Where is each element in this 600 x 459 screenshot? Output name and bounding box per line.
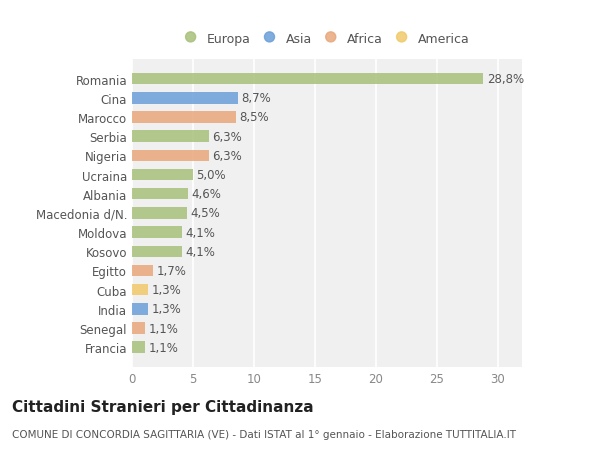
Bar bbox=[132, 323, 145, 334]
Bar bbox=[132, 303, 148, 315]
Text: Cittadini Stranieri per Cittadinanza: Cittadini Stranieri per Cittadinanza bbox=[12, 399, 314, 414]
Text: 1,3%: 1,3% bbox=[151, 284, 181, 297]
Text: 1,1%: 1,1% bbox=[149, 341, 179, 354]
Legend: Europa, Asia, Africa, America: Europa, Asia, Africa, America bbox=[181, 29, 473, 50]
Bar bbox=[132, 265, 153, 277]
Bar bbox=[132, 73, 483, 85]
Bar bbox=[132, 150, 209, 162]
Text: 6,3%: 6,3% bbox=[212, 150, 242, 162]
Bar bbox=[132, 93, 238, 104]
Text: 8,7%: 8,7% bbox=[242, 92, 271, 105]
Text: 6,3%: 6,3% bbox=[212, 130, 242, 143]
Text: COMUNE DI CONCORDIA SAGITTARIA (VE) - Dati ISTAT al 1° gennaio - Elaborazione TU: COMUNE DI CONCORDIA SAGITTARIA (VE) - Da… bbox=[12, 429, 516, 439]
Bar bbox=[132, 246, 182, 257]
Text: 4,1%: 4,1% bbox=[185, 226, 215, 239]
Bar bbox=[132, 207, 187, 219]
Text: 1,3%: 1,3% bbox=[151, 302, 181, 316]
Text: 5,0%: 5,0% bbox=[197, 168, 226, 182]
Bar bbox=[132, 131, 209, 143]
Text: 8,5%: 8,5% bbox=[239, 111, 269, 124]
Text: 4,6%: 4,6% bbox=[192, 188, 221, 201]
Bar bbox=[132, 342, 145, 353]
Bar bbox=[132, 284, 148, 296]
Bar bbox=[132, 227, 182, 238]
Bar bbox=[132, 112, 236, 123]
Text: 1,7%: 1,7% bbox=[157, 264, 186, 277]
Text: 28,8%: 28,8% bbox=[487, 73, 524, 86]
Bar bbox=[132, 189, 188, 200]
Bar bbox=[132, 169, 193, 181]
Text: 4,5%: 4,5% bbox=[191, 207, 220, 220]
Text: 4,1%: 4,1% bbox=[185, 245, 215, 258]
Text: 1,1%: 1,1% bbox=[149, 322, 179, 335]
